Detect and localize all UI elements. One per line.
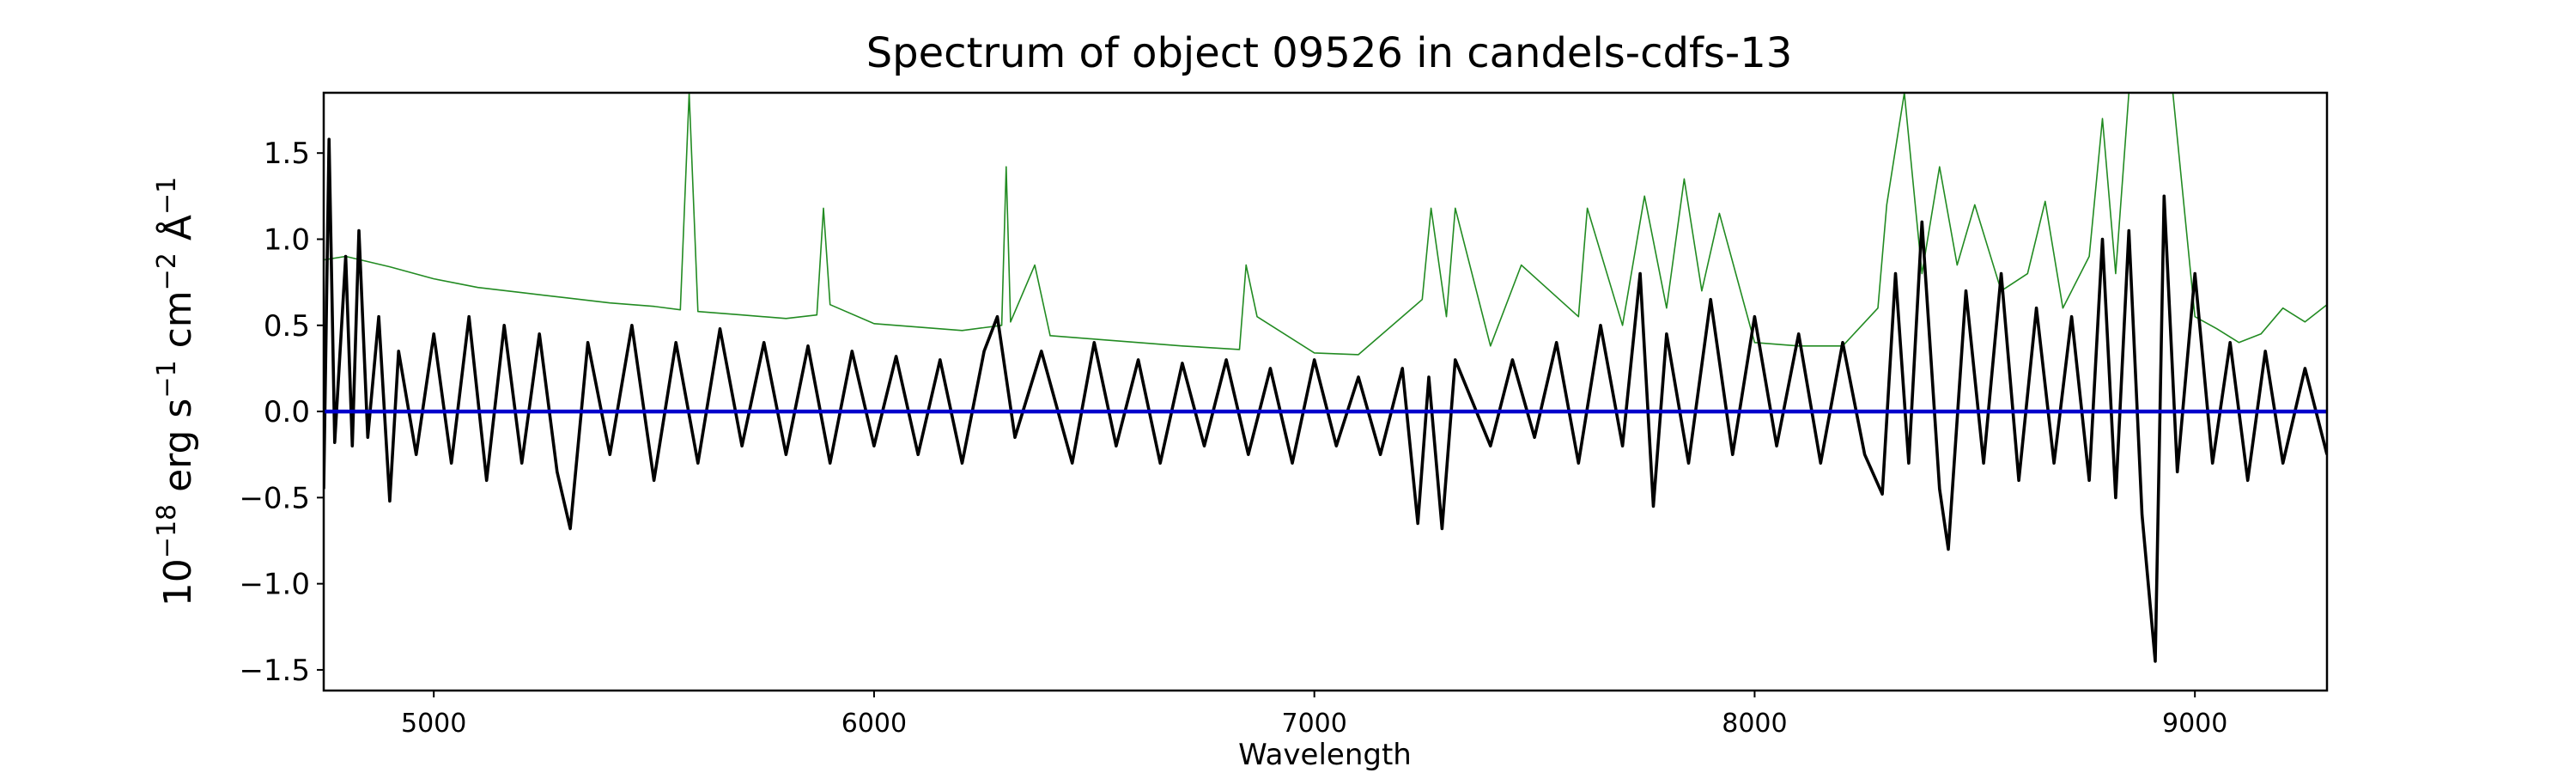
- y-axis-label: 10−18 erg s−1 cm−2 Å−1: [152, 177, 200, 606]
- y-tick-label: 1.5: [264, 137, 310, 171]
- y-tick-label: 0.5: [264, 309, 310, 344]
- series-line-thick: [324, 137, 2327, 663]
- chart-title: Spectrum of object 09526 in candels-cdfs…: [866, 29, 1793, 77]
- x-tick-label: 7000: [1282, 709, 1347, 739]
- x-axis-label: Wavelength: [1238, 738, 1412, 772]
- series-group: [324, 93, 2327, 663]
- y-axis-ticks: −1.5 −1.0 −0.5 0.0 0.5 1.0 1.5: [239, 137, 324, 688]
- x-tick-label: 8000: [1722, 709, 1787, 739]
- y-tick-label: 0.0: [264, 395, 310, 429]
- x-tick-label: 5000: [401, 709, 466, 739]
- y-tick-label: −0.5: [239, 481, 310, 515]
- y-tick-label: −1.5: [239, 654, 310, 688]
- y-tick-label: −1.0: [239, 568, 310, 602]
- x-tick-label: 6000: [841, 709, 907, 739]
- series-line-thin: [324, 93, 2327, 356]
- x-tick-label: 9000: [2162, 709, 2227, 739]
- plot-frame: [322, 91, 2329, 692]
- y-tick-label: 1.0: [264, 222, 310, 257]
- x-axis-ticks: 5000 6000 7000 8000 9000: [401, 691, 2227, 739]
